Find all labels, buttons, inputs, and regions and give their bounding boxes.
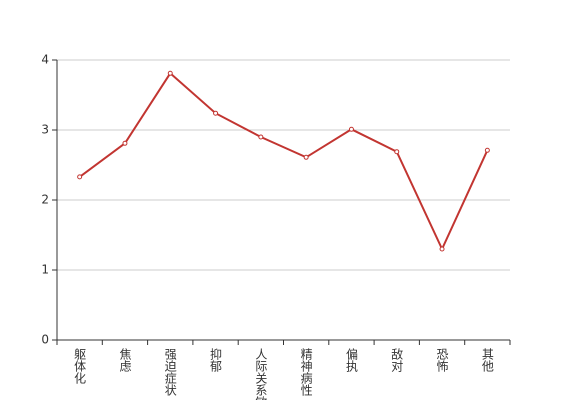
y-tick-label: 0: [41, 333, 49, 347]
point: [439, 246, 445, 252]
x-tick-label: 偏执: [344, 347, 358, 373]
point: [258, 134, 264, 140]
point: [213, 110, 219, 116]
y-tick-label: 3: [41, 123, 49, 137]
point: [394, 149, 400, 155]
x-tick-label: 精神病性: [299, 348, 313, 397]
y-tick-label: 1: [41, 263, 49, 277]
point: [122, 140, 128, 146]
y-tick-label: 4: [41, 53, 49, 67]
line: [79, 71, 489, 252]
x-tick-label: 强迫症状: [163, 348, 177, 396]
y-tick-label: 2: [41, 193, 49, 207]
point: [484, 147, 490, 153]
x-tick-label: 抑郁: [209, 347, 223, 373]
point: [77, 174, 83, 180]
point: [348, 126, 354, 132]
x-tick-label: 焦虑: [118, 348, 132, 372]
x-tick-label: 恐怖: [435, 348, 449, 372]
x-tick-label: 躯体化: [73, 347, 87, 385]
x-tick-label: 敌对: [390, 347, 404, 372]
point: [167, 70, 173, 76]
x-tick-label: 其他: [480, 348, 494, 372]
point: [303, 154, 309, 160]
x-tick-label: 人际关系敏感: [254, 348, 268, 400]
